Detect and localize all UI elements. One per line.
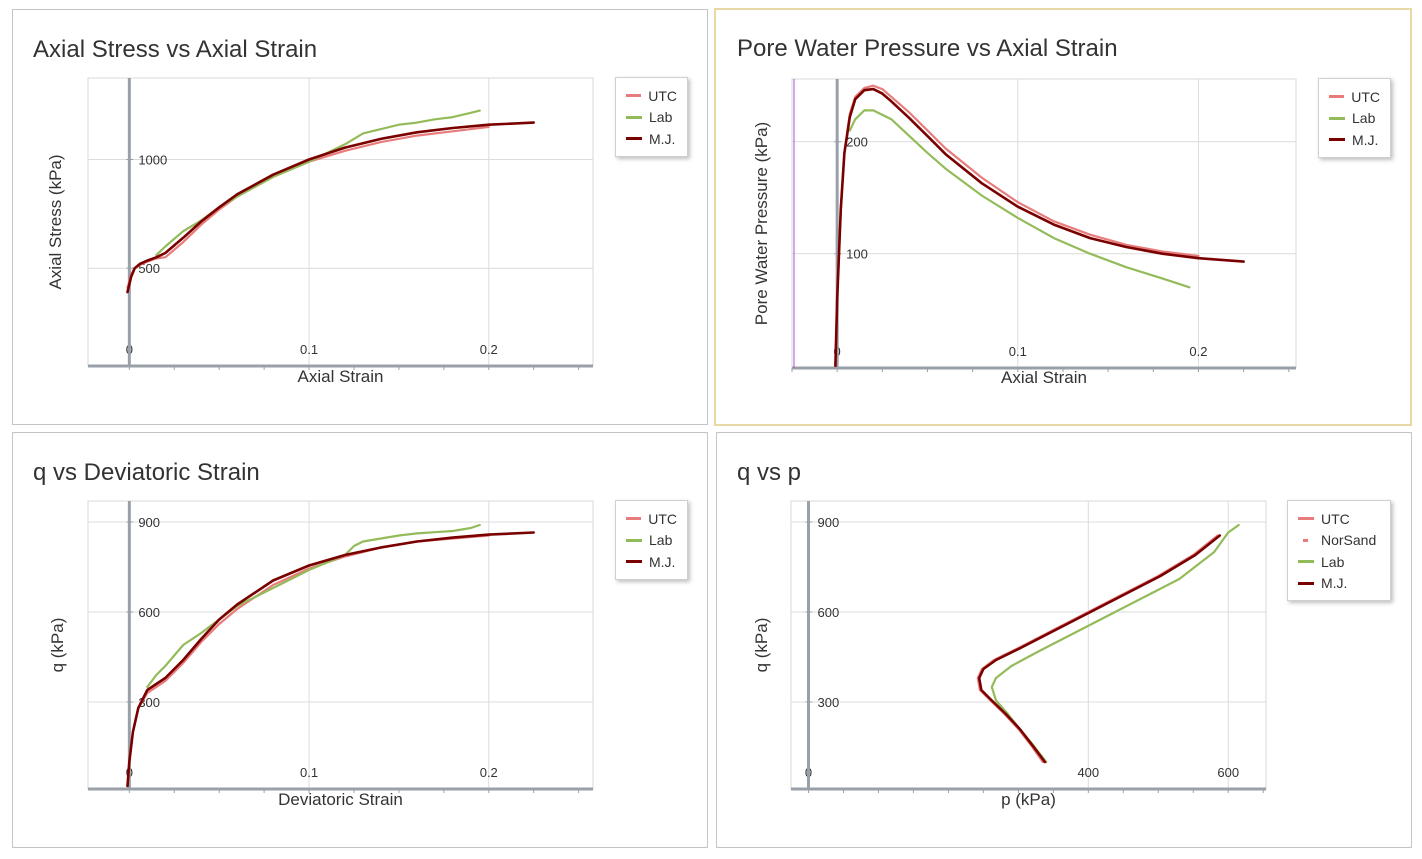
chart-plot[interactable]: 0400600300600900p (kPa)q (kPa) [717, 433, 1413, 849]
series-line-lab [146, 523, 481, 689]
legend-label: Lab [649, 532, 673, 549]
legend-swatch [1298, 560, 1314, 564]
legend-item-utc[interactable]: UTC [626, 508, 677, 530]
legend-item-utc[interactable]: UTC [626, 85, 677, 107]
legend-label: UTC [1351, 88, 1380, 105]
legend-label: M.J. [649, 553, 676, 570]
legend-item-m-j[interactable]: M.J. [626, 551, 677, 573]
legend-label: M.J. [1352, 131, 1379, 148]
legend-item-lab[interactable]: Lab [626, 530, 677, 552]
series-line-utc [126, 125, 490, 289]
chart-title: Pore Water Pressure vs Axial Strain [737, 35, 1118, 62]
chart-panel-q-vs-p[interactable]: q vs p 0400600300600900p (kPa)q (kPa) UT… [716, 432, 1412, 848]
y-tick-label: 500 [138, 261, 160, 276]
legend-item-lab[interactable]: Lab [1298, 551, 1380, 573]
plot-area [791, 78, 1297, 369]
legend-swatch [626, 115, 642, 119]
chart-panel-pore-water-pressure[interactable]: Pore Water Pressure vs Axial Strain 00.1… [714, 8, 1412, 426]
x-axis-title: Axial Strain [298, 367, 384, 386]
series-line-m-j [126, 121, 535, 294]
y-tick-label: 200 [846, 135, 868, 150]
legend-swatch [1329, 95, 1345, 99]
legend-swatch [626, 538, 642, 542]
legend-item-utc[interactable]: UTC [1329, 86, 1380, 108]
legend-item-m-j[interactable]: M.J. [1329, 129, 1380, 151]
y-axis-title: q (kPa) [752, 618, 771, 673]
legend-item-utc[interactable]: UTC [1298, 508, 1380, 530]
y-tick-label: 900 [138, 515, 160, 530]
x-tick-label: 0.1 [300, 342, 318, 357]
x-tick-label: 600 [1217, 765, 1239, 780]
legend-swatch [1298, 581, 1314, 585]
legend-item-m-j[interactable]: M.J. [626, 128, 677, 150]
chart-legend: UTC Lab M.J. [615, 77, 688, 157]
legend-item-lab[interactable]: Lab [626, 107, 677, 129]
chart-legend: UTC Lab M.J. [1318, 78, 1391, 158]
series-line-m-j [126, 531, 535, 788]
series-line-utc [976, 534, 1219, 764]
legend-label: Lab [649, 109, 673, 126]
y-axis-title: Pore Water Pressure (kPa) [752, 122, 771, 325]
legend-swatch [1298, 517, 1314, 521]
y-tick-label: 900 [817, 515, 839, 530]
chart-title: q vs Deviatoric Strain [33, 459, 260, 486]
legend-swatch [626, 94, 642, 98]
x-axis-title: p (kPa) [1001, 790, 1056, 809]
legend-swatch [626, 137, 642, 141]
y-axis-title: q (kPa) [48, 618, 67, 673]
chart-legend: UTC Lab M.J. [615, 500, 688, 580]
legend-swatch [1329, 116, 1345, 120]
legend-label: Lab [1352, 110, 1376, 127]
chart-title: Axial Stress vs Axial Strain [33, 36, 318, 63]
plot-area [87, 77, 594, 367]
series-line-m-j [977, 534, 1222, 764]
y-tick-label: 100 [846, 247, 868, 262]
x-tick-label: 0.2 [1189, 344, 1207, 359]
y-tick-label: 600 [817, 605, 839, 620]
legend-label: UTC [648, 87, 677, 104]
x-tick-label: 400 [1077, 765, 1099, 780]
series-group [126, 109, 535, 294]
series-line-lab [155, 109, 481, 257]
plot-area [87, 500, 594, 790]
chart-title: q vs p [737, 459, 802, 486]
chart-panel-axial-stress[interactable]: Axial Stress vs Axial Strain 00.10.25001… [12, 9, 708, 425]
chart-legend: UTC NorSand Lab M.J. [1287, 500, 1391, 601]
x-axis-title: Deviatoric Strain [278, 790, 403, 809]
legend-swatch [1329, 138, 1345, 142]
series-group [834, 84, 1245, 368]
legend-label: UTC [648, 510, 677, 527]
legend-label: M.J. [1321, 575, 1348, 592]
x-tick-label: 0.1 [300, 765, 318, 780]
y-tick-label: 300 [817, 695, 839, 710]
legend-label: M.J. [649, 130, 676, 147]
x-tick-label: 0.1 [1009, 344, 1027, 359]
x-tick-label: 0.2 [480, 342, 498, 357]
x-tick-label: 0.2 [480, 765, 498, 780]
legend-item-m-j[interactable]: M.J. [1298, 573, 1380, 595]
x-axis-title: Axial Strain [1001, 368, 1087, 387]
series-line-utc [834, 84, 1200, 367]
legend-label: UTC [1321, 510, 1350, 527]
y-tick-label: 1000 [138, 153, 167, 168]
legend-label: Lab [1321, 553, 1345, 570]
legend-label: NorSand [1321, 532, 1377, 549]
y-tick-label: 600 [138, 605, 160, 620]
legend-item-norsand[interactable]: NorSand [1298, 530, 1380, 552]
legend-swatch [626, 517, 642, 521]
legend-swatch [626, 560, 642, 564]
chart-panel-q-deviatoric[interactable]: q vs Deviatoric Strain 00.10.2300600900D… [12, 432, 708, 848]
series-line-lab [848, 109, 1191, 289]
legend-item-lab[interactable]: Lab [1329, 108, 1380, 130]
series-group [976, 523, 1240, 764]
series-group [126, 523, 535, 788]
legend-swatch [1303, 538, 1308, 542]
y-axis-title: Axial Stress (kPa) [46, 154, 65, 289]
series-line-m-j [834, 87, 1245, 368]
